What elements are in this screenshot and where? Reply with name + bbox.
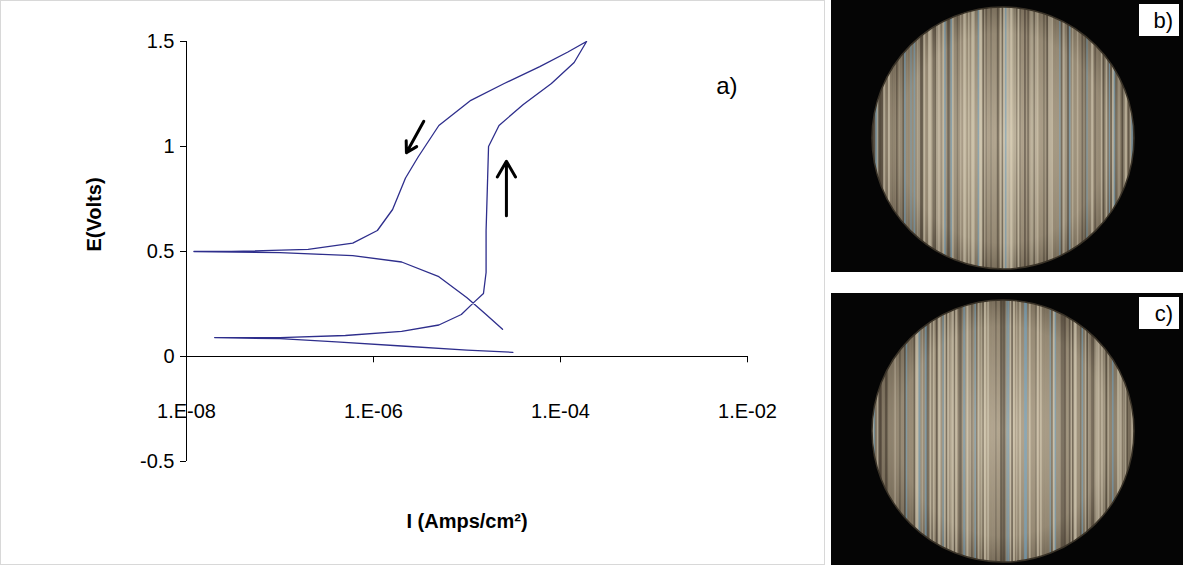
svg-text:1.E-06: 1.E-06 — [344, 400, 403, 422]
svg-text:I (Amps/cm²): I (Amps/cm²) — [406, 510, 527, 532]
svg-text:E(Volts): E(Volts) — [83, 177, 105, 251]
svg-text:1.E-08: 1.E-08 — [157, 400, 216, 422]
svg-text:1.E-02: 1.E-02 — [718, 400, 777, 422]
svg-text:1: 1 — [163, 135, 174, 157]
svg-text:0: 0 — [163, 345, 174, 367]
svg-text:0.5: 0.5 — [147, 240, 175, 262]
svg-text:a): a) — [716, 72, 737, 99]
svg-text:1.E-04: 1.E-04 — [531, 400, 590, 422]
svg-text:b): b) — [1153, 8, 1173, 33]
svg-text:-0.5: -0.5 — [140, 450, 174, 472]
svg-text:1.5: 1.5 — [147, 30, 175, 52]
svg-text:c): c) — [1155, 301, 1173, 326]
